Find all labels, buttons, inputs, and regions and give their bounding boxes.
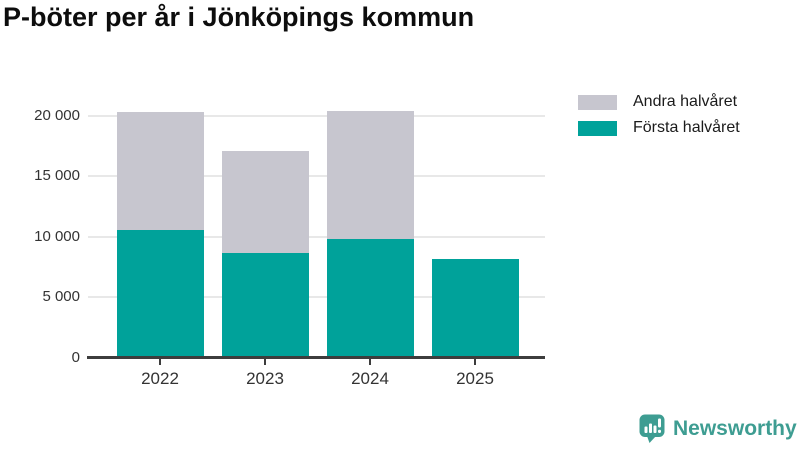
- x-axis-tick: [159, 359, 161, 365]
- x-tick-label: 2022: [141, 369, 179, 388]
- x-axis-tick: [474, 359, 476, 365]
- x-axis-tick: [369, 359, 371, 365]
- gridline: [88, 114, 545, 117]
- chart-legend: Andra halvåret Första halvåret: [578, 92, 740, 144]
- gridline: [88, 235, 545, 238]
- bar-segment-forsta-2022: [116, 229, 204, 358]
- x-tick-label: 2023: [246, 369, 284, 388]
- gridline: [88, 296, 545, 299]
- y-tick-label: 20 000: [34, 106, 80, 124]
- bar-segment-forsta-2023: [221, 252, 309, 358]
- bar-segment-andra-2024: [326, 110, 414, 240]
- y-tick-label: 0: [71, 349, 80, 366]
- legend-swatch-teal: [578, 120, 617, 136]
- x-tick-label: 2025: [456, 369, 494, 388]
- newsworthy-logo-text: Newsworthy: [673, 416, 797, 440]
- x-axis-line: [87, 356, 545, 359]
- page-title: P-böter per år i Jönköpings kommun: [3, 2, 475, 32]
- y-tick-label: 15 000: [34, 167, 80, 185]
- gridline: [88, 175, 545, 178]
- legend-item-andra: Andra halvåret: [578, 92, 740, 112]
- bar-segment-forsta-2024: [326, 239, 414, 358]
- newsworthy-logo-link[interactable]: Newsworthy: [638, 413, 797, 444]
- x-tick-label: 2024: [351, 369, 389, 388]
- legend-swatch-gray: [578, 94, 617, 110]
- legend-label: Första halvåret: [633, 119, 740, 136]
- y-tick-label: 10 000: [34, 227, 80, 245]
- y-tick-label: 5 000: [42, 288, 80, 306]
- bar-segment-andra-2023: [221, 150, 309, 253]
- x-axis-tick: [264, 359, 266, 365]
- bar-segment-forsta-2025: [431, 258, 519, 358]
- legend-label: Andra halvåret: [633, 93, 738, 110]
- bar-segment-andra-2022: [116, 112, 204, 230]
- newsworthy-logo-icon: [638, 413, 666, 444]
- legend-item-forsta: Första halvåret: [578, 118, 740, 138]
